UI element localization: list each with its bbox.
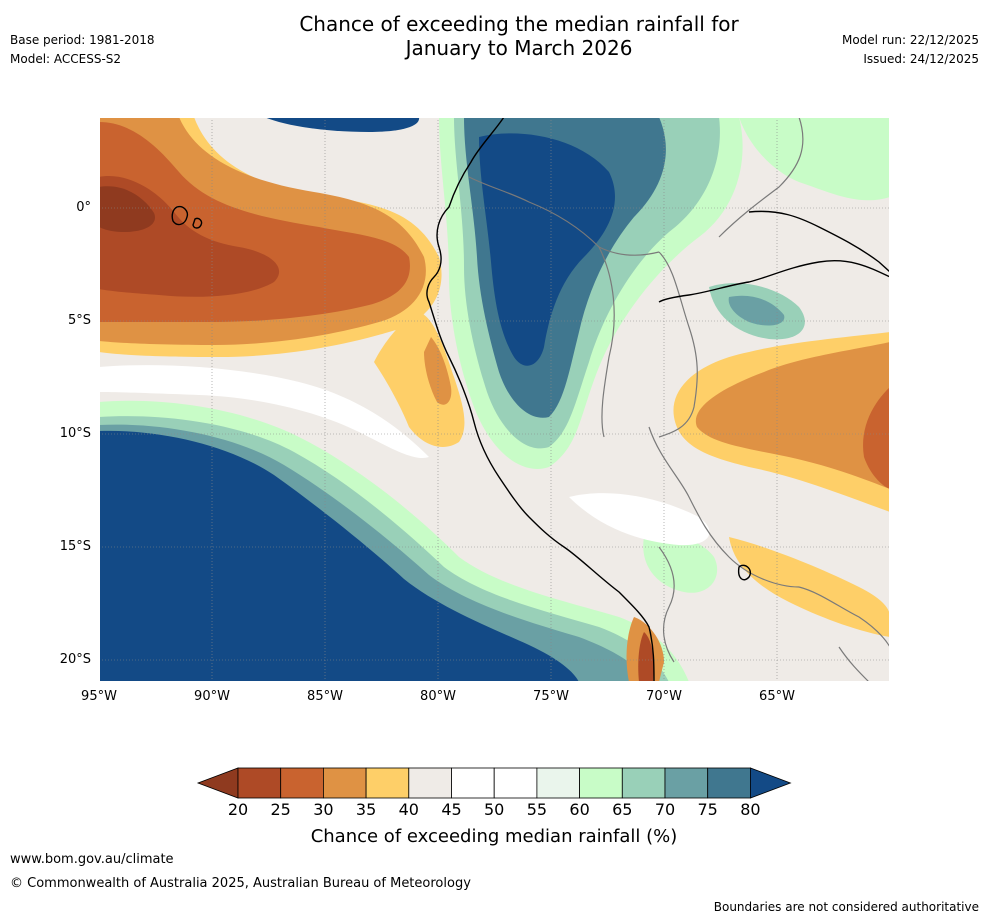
country-borders (468, 117, 890, 682)
green-zone-northeast (739, 117, 890, 201)
rainfall-probability-map (99, 117, 890, 682)
title-line-1: Chance of exceeding the median rainfall … (299, 12, 739, 36)
lon-label-75w: 75°W (533, 689, 569, 704)
dark-blue-zone-southwest (99, 430, 579, 682)
colorbar-tick-label: 20 (227, 800, 249, 819)
colorbar-swatches (196, 767, 792, 799)
colorbar-swatch (536, 767, 580, 799)
white-band-tropical-pacific (99, 365, 429, 458)
colorbar-arrow-low (196, 767, 239, 799)
model-name-text: Model: ACCESS-S2 (10, 52, 122, 66)
green-zone-south-central (643, 535, 718, 593)
lon-label-95w: 95°W (81, 689, 117, 704)
lon-label-90w: 90°W (194, 689, 230, 704)
colorbar-tick-label: 35 (355, 800, 377, 819)
colorbar-tick-label: 25 (270, 800, 291, 819)
lat-label-20s: 20°S (59, 652, 91, 667)
lat-label-5s: 5°S (67, 313, 91, 328)
lon-label-70w: 70°W (646, 689, 682, 704)
colorbar-swatch (323, 767, 367, 799)
title-line-2: January to March 2026 (405, 36, 633, 60)
colorbar-tick-label: 80 (740, 800, 761, 819)
colorbar-swatch (451, 767, 495, 799)
dark-blue-core-amazon (479, 133, 615, 366)
map-title: Chance of exceeding the median rainfall … (194, 12, 844, 60)
base-period-text: Base period: 1981-2018 (10, 33, 155, 47)
copyright-notice: © Commonwealth of Australia 2025, Austra… (10, 876, 471, 891)
colorbar-tick-label: 55 (526, 800, 548, 819)
lon-label-85w: 85°W (307, 689, 343, 704)
light-orange-zone-peru-coast (424, 337, 452, 405)
colorbar-tick-label: 30 (313, 800, 334, 819)
colorbar-swatch (621, 767, 666, 799)
dark-brown-core-northwest (99, 186, 155, 232)
colorbar-swatch (365, 767, 410, 799)
colorbar-title: Chance of exceeding median rainfall (%) (310, 826, 678, 847)
blue-zone-central-brazil (728, 295, 785, 326)
colorbar-swatch (707, 767, 751, 799)
colorbar-swatch (664, 767, 709, 799)
lon-label-80w: 80°W (420, 689, 456, 704)
colorbar-tick-label: 65 (612, 800, 633, 819)
colorbar-swatch (237, 767, 282, 799)
graticule (99, 117, 890, 682)
dark-blue-zone-north (264, 117, 420, 132)
lon-label-65w: 65°W (759, 689, 795, 704)
model-run-text: Model run: 22/12/2025 (841, 33, 979, 47)
colorbar (196, 767, 792, 799)
light-orange-zone-east-brazil (695, 342, 890, 489)
colorbar-swatch (280, 767, 324, 799)
yellow-zone-peru-coast (374, 312, 465, 447)
white-band-altiplano (569, 493, 710, 546)
boundary-disclaimer: Boundaries are not considered authoritat… (713, 900, 979, 914)
lat-label-10s: 10°S (59, 426, 91, 441)
colorbar-tick-label: 70 (654, 800, 676, 819)
colorbar-tick-label: 45 (441, 800, 462, 819)
colorbar-tick-label: 60 (569, 800, 590, 819)
brown-zone-south-peru (638, 632, 654, 682)
colorbar-tick-label: 40 (398, 800, 419, 819)
colorbar-swatch (493, 767, 538, 799)
issued-date-text: Issued: 24/12/2025 (863, 52, 979, 66)
colorbar-tick-label: 75 (697, 800, 718, 819)
colorbar-swatch (579, 767, 623, 799)
lat-label-15s: 15°S (59, 539, 91, 554)
colorbar-tick-label: 50 (484, 800, 505, 819)
lat-label-0: 0° (76, 200, 91, 215)
website-link[interactable]: www.bom.gov.au/climate (10, 852, 174, 867)
colorbar-arrow-high (750, 767, 792, 799)
coastlines (171, 117, 890, 682)
orange-zone-east-brazil (863, 387, 890, 489)
colorbar-swatch (408, 767, 452, 799)
